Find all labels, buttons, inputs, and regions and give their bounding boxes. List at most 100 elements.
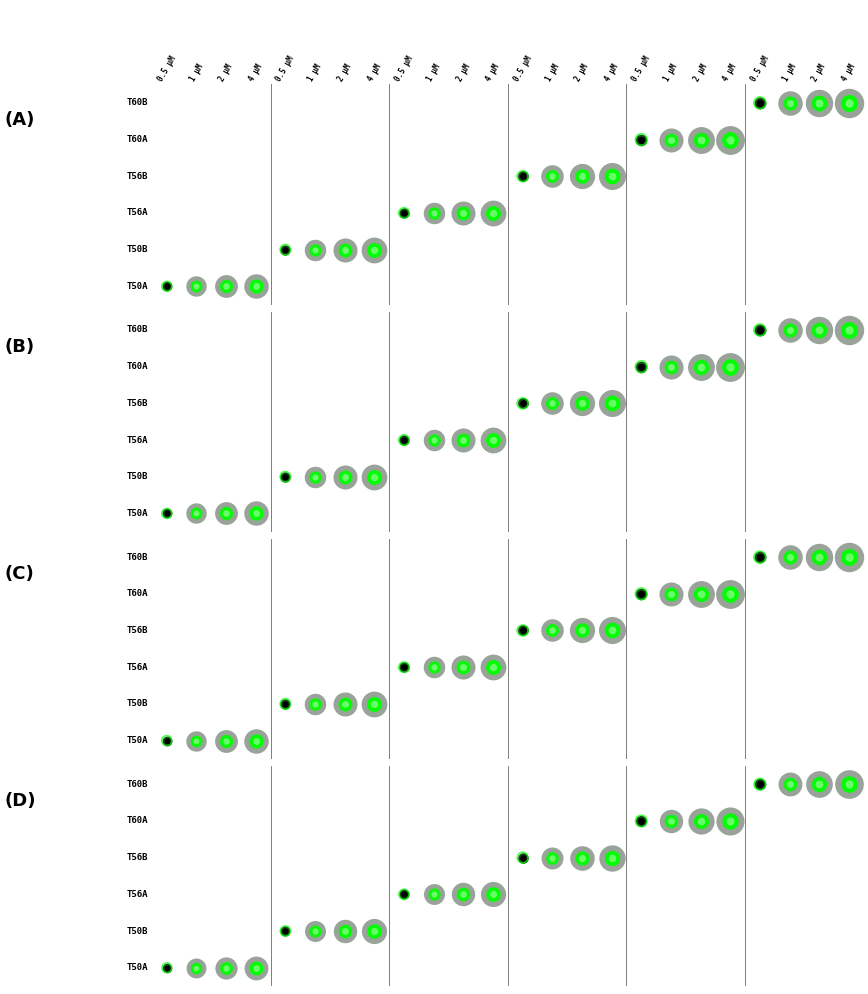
Point — [249, 506, 263, 522]
Text: T60A: T60A — [127, 135, 148, 144]
Text: T60A: T60A — [127, 362, 148, 371]
Point — [486, 432, 500, 448]
Text: T60B: T60B — [127, 553, 148, 562]
Point — [753, 322, 766, 338]
Point — [635, 359, 648, 375]
Point — [160, 960, 174, 976]
Point — [575, 168, 589, 184]
Point — [486, 887, 500, 903]
Point — [723, 813, 737, 829]
Text: T50B: T50B — [127, 472, 148, 481]
Point — [160, 733, 174, 748]
Text: (A): (A) — [4, 111, 35, 129]
Point — [694, 359, 707, 375]
Point — [397, 205, 411, 221]
Text: 1 μM: 1 μM — [187, 63, 205, 83]
Point — [219, 960, 233, 976]
Text: 4 μM: 4 μM — [247, 63, 264, 83]
Point — [783, 94, 797, 110]
Text: T50A: T50A — [127, 509, 148, 518]
Point — [575, 396, 589, 412]
Point — [486, 205, 500, 221]
Point — [545, 396, 559, 412]
Point — [812, 322, 826, 338]
Text: T56B: T56B — [127, 626, 148, 635]
Point — [189, 960, 203, 976]
Point — [367, 469, 381, 485]
Point — [545, 622, 559, 638]
Point — [783, 776, 797, 792]
Point — [308, 696, 322, 712]
Point — [635, 813, 648, 829]
Point — [160, 506, 174, 522]
Point — [605, 168, 619, 184]
Point — [664, 585, 678, 601]
Point — [367, 469, 381, 485]
Point — [635, 131, 648, 147]
Text: 1 μM: 1 μM — [425, 63, 442, 83]
Text: T60B: T60B — [127, 98, 148, 107]
Point — [219, 506, 233, 522]
Point — [694, 813, 707, 829]
Point — [694, 585, 707, 601]
Point — [635, 813, 648, 829]
Text: 4 μM: 4 μM — [840, 63, 858, 83]
Text: 4 μM: 4 μM — [484, 63, 502, 83]
Point — [694, 585, 707, 601]
Point — [427, 432, 441, 448]
Point — [842, 776, 856, 792]
Text: 2 μM: 2 μM — [811, 63, 828, 83]
Point — [279, 696, 293, 712]
Point — [605, 850, 619, 866]
Point — [723, 585, 737, 601]
Text: (D): (D) — [4, 792, 36, 810]
Point — [397, 205, 411, 221]
Point — [279, 242, 293, 257]
Point — [427, 659, 441, 675]
Point — [753, 94, 766, 110]
Text: 2 μM: 2 μM — [692, 63, 709, 83]
Point — [189, 506, 203, 522]
Point — [397, 659, 411, 675]
Text: 4 μM: 4 μM — [365, 63, 383, 83]
Point — [842, 549, 856, 565]
Point — [486, 887, 500, 903]
Point — [338, 469, 352, 485]
Point — [279, 923, 293, 939]
Point — [605, 168, 619, 184]
Point — [338, 923, 352, 939]
Text: 0.5 μM: 0.5 μM — [274, 55, 296, 83]
Point — [812, 94, 826, 110]
Point — [279, 923, 293, 939]
Text: T56A: T56A — [127, 890, 148, 899]
Point — [427, 205, 441, 221]
Text: 2 μM: 2 μM — [336, 63, 353, 83]
Point — [753, 549, 766, 565]
Point — [308, 469, 322, 485]
Point — [783, 322, 797, 338]
Point — [635, 359, 648, 375]
Point — [367, 242, 381, 257]
Point — [545, 850, 559, 866]
Point — [486, 659, 500, 675]
Point — [457, 432, 470, 448]
Point — [635, 813, 648, 829]
Point — [397, 205, 411, 221]
Point — [338, 696, 352, 712]
Point — [308, 696, 322, 712]
Point — [219, 733, 233, 748]
Point — [723, 359, 737, 375]
Point — [486, 432, 500, 448]
Point — [723, 131, 737, 147]
Point — [575, 850, 589, 866]
Point — [694, 813, 707, 829]
Point — [189, 278, 203, 294]
Point — [605, 168, 619, 184]
Point — [397, 887, 411, 903]
Point — [189, 278, 203, 294]
Text: T56A: T56A — [127, 663, 148, 672]
Text: T50B: T50B — [127, 926, 148, 935]
Point — [249, 960, 263, 976]
Point — [664, 131, 678, 147]
Point — [545, 396, 559, 412]
